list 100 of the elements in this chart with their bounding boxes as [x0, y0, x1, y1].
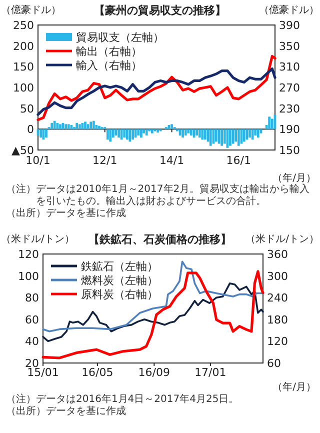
text: （出所）データを基に作成 — [6, 406, 127, 418]
y-tick-label: 60 — [25, 313, 39, 326]
y-tick-label: 150 — [13, 60, 34, 74]
bar — [209, 129, 212, 146]
bar — [56, 122, 59, 130]
y2-tick-label: 300 — [267, 270, 288, 283]
x-tick-label: 10/1 — [26, 154, 50, 167]
bar — [170, 124, 173, 130]
y-tick-label: 120 — [18, 248, 39, 261]
bar — [84, 122, 86, 130]
y-tick-label: 100 — [18, 270, 39, 283]
bar — [132, 129, 134, 140]
legend-label: 原料炭（右軸） — [81, 288, 158, 301]
bar — [112, 129, 114, 138]
bar — [201, 129, 204, 140]
bar — [40, 129, 42, 138]
bar — [123, 129, 126, 138]
bar — [196, 129, 198, 136]
bar — [64, 124, 68, 130]
y2-tick-label: 120 — [267, 335, 288, 348]
bar — [237, 129, 240, 146]
legend-label: 鉄鉱石（左軸） — [81, 260, 158, 273]
legend-label: 輸出（右軸） — [76, 45, 142, 58]
bar — [95, 125, 98, 130]
bar — [220, 129, 223, 146]
bar — [140, 129, 142, 138]
bar — [45, 129, 48, 138]
bar — [198, 129, 201, 138]
bar — [260, 129, 262, 134]
bar — [254, 129, 256, 136]
bar — [187, 129, 190, 134]
y2-tick-label: 360 — [267, 248, 288, 261]
text: （注）データは2016年1月4日～2017年4月25日。 — [6, 394, 240, 406]
y2-tick-label: 230 — [279, 102, 300, 116]
legend-label: 輸入（右軸） — [76, 59, 142, 72]
x-axis-title: （年/月） — [272, 381, 316, 393]
x-tick-label: 12/1 — [92, 154, 118, 167]
bar — [118, 129, 120, 138]
y2-tick-label: 150 — [279, 144, 300, 157]
y2-tick-label: 180 — [267, 313, 288, 326]
bar — [145, 129, 148, 136]
y-tick-label: 50 — [20, 102, 34, 116]
y2-tick-label: 270 — [279, 82, 300, 94]
bar — [234, 129, 237, 142]
bar — [92, 120, 95, 130]
y-tick-label: ▲50 — [12, 144, 34, 157]
text: （注）データは2010年1月～2017年2月。貿易収支は輸出から輸入を引いたもの。輸出入は財およびサービスの合計。 — [6, 184, 311, 208]
y-tick-label: 250 — [13, 19, 34, 32]
y2-axis-title: （億豪ドル） — [259, 4, 319, 16]
bar — [76, 122, 78, 130]
y-axis-title: （億豪ドル） — [1, 4, 61, 16]
y-tick-label: 0 — [27, 123, 34, 136]
x-axis-title: （年/月） — [272, 172, 316, 184]
bar — [114, 129, 118, 136]
x-tick-label: 17/01 — [194, 366, 226, 379]
bar — [109, 129, 112, 142]
y2-axis-title: （米ドル/トン） — [246, 233, 319, 245]
y-tick-label: 100 — [13, 82, 34, 94]
bar — [59, 124, 62, 130]
bar — [156, 129, 159, 132]
legend-label: 燃料炭（左軸） — [81, 274, 158, 287]
bar — [184, 129, 187, 136]
line-series — [42, 260, 264, 332]
bar — [182, 129, 184, 138]
bar — [90, 122, 92, 130]
y2-tick-label: 240 — [267, 292, 288, 305]
bar — [270, 118, 274, 130]
y-axis-title: （米ドル/トン） — [1, 233, 74, 245]
y2-tick-label: 190 — [279, 123, 300, 136]
bar — [268, 116, 271, 130]
y2-tick-label: 350 — [279, 40, 300, 53]
y-tick-label: 200 — [13, 40, 34, 53]
x-tick-label: 16/1 — [226, 154, 251, 167]
bar — [223, 129, 226, 144]
bar — [42, 129, 45, 140]
y2-tick-label: 390 — [279, 19, 300, 32]
bar — [229, 129, 232, 146]
bar — [248, 129, 251, 138]
bar — [126, 129, 128, 140]
bar — [53, 120, 56, 130]
x-tick-label: 15/01 — [27, 366, 59, 379]
bar — [215, 129, 218, 142]
bar — [98, 126, 100, 130]
y-tick-label: 40 — [25, 335, 39, 348]
bar — [256, 129, 260, 138]
bar — [142, 129, 145, 134]
x-tick-label: 16/09 — [138, 366, 170, 379]
y2-tick-label: 60 — [267, 357, 281, 370]
line-series — [42, 270, 264, 360]
bar — [204, 129, 206, 140]
bar — [81, 122, 84, 130]
x-tick-label: 14/1 — [159, 154, 184, 167]
x-tick-label: 16/05 — [82, 366, 114, 379]
bar — [78, 124, 81, 130]
bar — [106, 129, 109, 140]
text: （出所）データを基に作成 — [6, 208, 127, 220]
bar — [70, 125, 73, 130]
bar — [67, 124, 70, 130]
chart-title: 【鉄鉱石、石炭価格の推移】 — [88, 233, 232, 246]
bar — [137, 129, 140, 136]
